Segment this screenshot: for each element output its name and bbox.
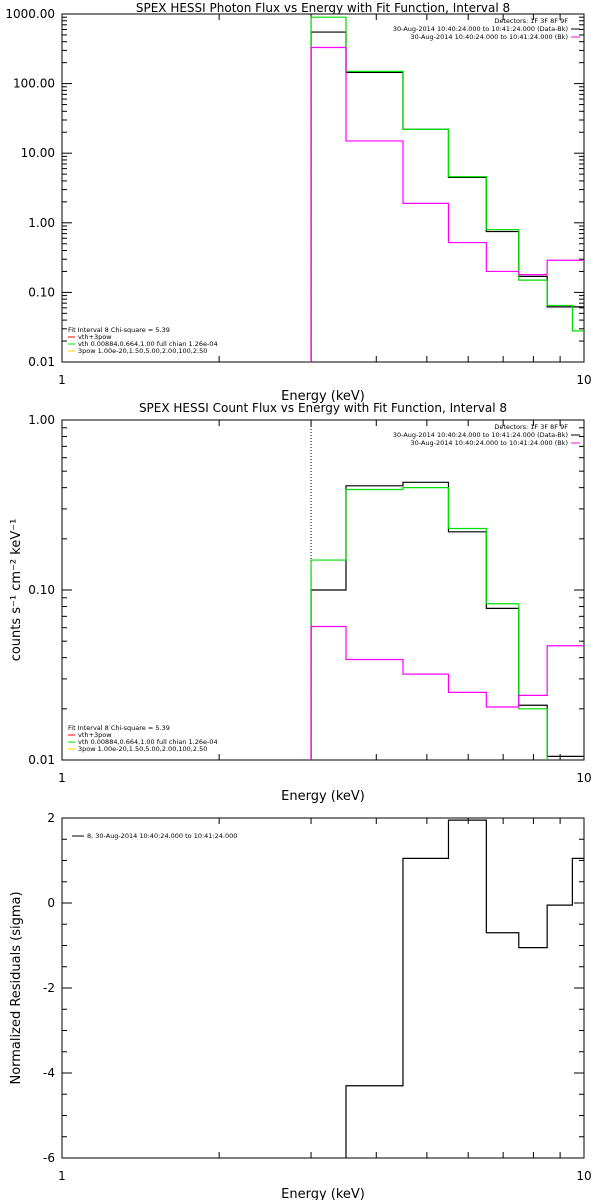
- legend-entry: vth+3pow: [78, 731, 112, 739]
- y-tick-label: 2: [47, 811, 55, 825]
- info-line: Detectors: 1F 3F 8F 9F: [494, 17, 568, 25]
- plot-area: [310, 819, 584, 1158]
- legend-entry: 8, 30-Aug-2014 10:40:24.000 to 10:41:24.…: [87, 832, 237, 840]
- plot-area: [310, 16, 584, 362]
- y-tick-label: 1.00: [28, 413, 55, 427]
- x-axis-label: Energy (keV): [281, 1187, 365, 1200]
- info-line: 30-Aug-2014 10:40:24.000 to 10:41:24.000…: [411, 33, 568, 41]
- info-line: 30-Aug-2014 10:40:24.000 to 10:41:24.000…: [393, 431, 568, 439]
- panel-photon: [61, 13, 585, 363]
- x-tick-label: 1: [58, 373, 66, 387]
- chart-title: SPEX HESSI Photon Flux vs Energy with Fi…: [136, 1, 510, 15]
- panel-resid: [61, 817, 585, 1159]
- chart-title: SPEX HESSI Count Flux vs Energy with Fit…: [139, 401, 507, 415]
- x-tick-label: 10: [576, 771, 591, 785]
- y-tick-label: 0.10: [28, 583, 55, 597]
- info-line: 30-Aug-2014 10:40:24.000 to 10:41:24.000…: [393, 25, 568, 33]
- legend-entry: Fit Interval 8 Chi-square = 5.39: [68, 326, 170, 334]
- series-fit-line: [310, 487, 548, 760]
- info-line: Detectors: 1F 3F 8F 9F: [494, 423, 568, 431]
- legend-entry: vth 0.00884,0.664,1.00 full chian 1.26e-…: [78, 340, 218, 348]
- info-line: 30-Aug-2014 10:40:24.000 to 10:41:24.000…: [411, 439, 568, 447]
- x-tick-label: 1: [58, 771, 66, 785]
- series-fit-line: [310, 16, 584, 362]
- series-residuals-line: [310, 819, 584, 1158]
- y-tick-label: 100.00: [13, 77, 55, 91]
- plot-frame: [61, 13, 585, 363]
- x-tick-label: 1: [58, 1169, 66, 1183]
- y-tick-label: 0: [47, 896, 55, 910]
- legend-entry: vth+3pow: [78, 333, 112, 341]
- y-tick-label: -6: [43, 1151, 55, 1165]
- y-tick-label: 1.00: [28, 216, 55, 230]
- legend-entry: 3pow 1.00e-20,1.50,5.00,2.00,100,2.50: [78, 347, 207, 355]
- x-tick-label: 10: [576, 373, 591, 387]
- y-tick-label: -2: [43, 981, 55, 995]
- y-tick-label: 1000.00: [5, 7, 55, 21]
- series-bk-line: [310, 46, 584, 362]
- series-data-bk-line: [310, 481, 584, 760]
- plot-area: [310, 481, 584, 760]
- legend-entry: 3pow 1.00e-20,1.50,5.00,2.00,100,2.50: [78, 745, 207, 753]
- y-axis-label: Normalized Residuals (sigma): [9, 891, 24, 1084]
- panel-count: [61, 419, 585, 761]
- y-axis-label: counts s⁻¹ cm⁻² keV⁻¹: [9, 519, 24, 662]
- y-tick-label: -4: [43, 1066, 55, 1080]
- y-tick-label: 0.01: [28, 753, 55, 767]
- y-tick-label: 0.10: [28, 285, 55, 299]
- plot-frame: [61, 817, 585, 1159]
- legend-entry: vth 0.00884,0.664,1.00 full chian 1.26e-…: [78, 738, 218, 746]
- x-axis-label: Energy (keV): [281, 389, 365, 404]
- y-tick-label: 10.00: [21, 146, 55, 160]
- x-axis-label: Energy (keV): [281, 789, 365, 804]
- y-tick-label: 0.01: [28, 355, 55, 369]
- series-data-bk-line: [310, 31, 584, 362]
- legend-entry: Fit Interval 8 Chi-square = 5.39: [68, 724, 170, 732]
- series-bk-line: [310, 625, 584, 760]
- x-tick-label: 10: [576, 1169, 591, 1183]
